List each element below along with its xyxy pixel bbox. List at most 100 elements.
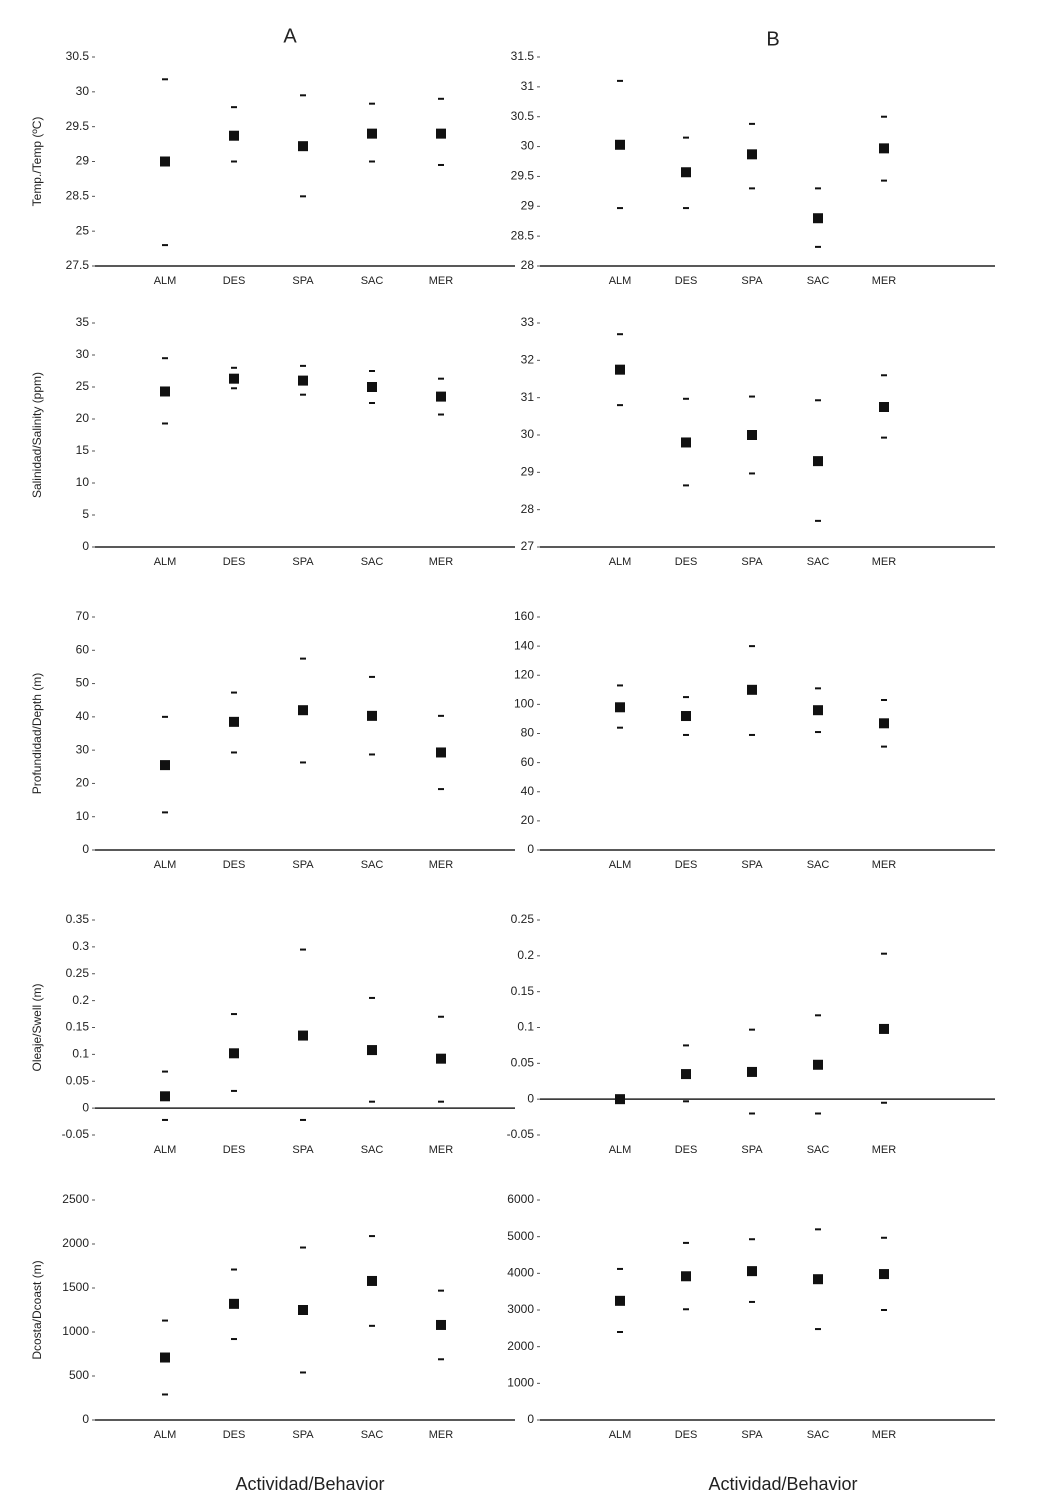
x-tick-label: DES: [223, 1144, 246, 1156]
y-tick-label: 120: [514, 667, 534, 681]
bound-marker: [438, 377, 444, 380]
mean-marker: [160, 1352, 170, 1363]
y-tick-label: 0: [527, 1412, 534, 1426]
x-tick-label: DES: [675, 556, 698, 568]
x-tick-label: SPA: [741, 556, 763, 568]
mean-marker: [298, 375, 308, 386]
mean-marker: [229, 1048, 239, 1059]
y-axis-label: Temp./Temp (ºC): [30, 117, 44, 207]
y-tick-label: 30: [76, 84, 90, 98]
y-tick-label: 0.15: [511, 984, 535, 998]
mean-marker: [367, 128, 377, 139]
bound-marker: [749, 1238, 755, 1241]
bound-marker: [881, 1101, 887, 1104]
mean-marker: [813, 213, 823, 224]
mean-marker: [879, 1269, 889, 1280]
mean-marker: [229, 130, 239, 141]
bound-marker: [881, 179, 887, 182]
bound-marker: [881, 952, 887, 955]
y-tick-label: 0.2: [72, 993, 89, 1007]
y-tick-label: 0: [82, 539, 89, 553]
x-tick-label: DES: [675, 859, 698, 871]
y-tick-label: 25: [76, 379, 90, 393]
bound-marker: [881, 115, 887, 118]
x-tick-label: ALM: [154, 1429, 177, 1441]
x-tick-label: MER: [872, 1429, 897, 1441]
x-tick-label: DES: [223, 1429, 246, 1441]
y-tick-label: 32: [521, 353, 535, 367]
bound-marker: [815, 1328, 821, 1331]
bound-marker: [683, 696, 689, 699]
x-tick-label: DES: [223, 556, 246, 568]
bound-marker: [617, 79, 623, 82]
mean-marker: [813, 1059, 823, 1070]
x-tick-label: SAC: [807, 1429, 830, 1441]
y-tick-label: 1500: [62, 1280, 89, 1294]
bound-marker: [438, 413, 444, 416]
y-tick-label: 100: [514, 697, 534, 711]
bound-marker: [815, 1112, 821, 1115]
mean-marker: [681, 711, 691, 722]
bound-marker: [369, 370, 375, 372]
bound-marker: [815, 1228, 821, 1231]
x-tick-label: SPA: [292, 1429, 314, 1441]
y-tick-label: 0.25: [66, 966, 90, 980]
y-tick-label: 0.05: [66, 1073, 90, 1087]
y-tick-label: 31: [521, 390, 535, 404]
mean-marker: [298, 1305, 308, 1315]
y-tick-label: 15: [76, 443, 90, 457]
x-tick-label: ALM: [154, 275, 177, 287]
bound-marker: [300, 657, 306, 660]
y-tick-label: 0.1: [517, 1020, 534, 1034]
y-tick-label: 30: [521, 139, 535, 153]
bound-marker: [683, 1241, 689, 1244]
mean-marker: [436, 747, 446, 758]
y-tick-label: 2500: [62, 1192, 89, 1206]
bound-marker: [749, 122, 755, 125]
bound-marker: [231, 106, 237, 109]
y-tick-label: 28: [521, 258, 535, 272]
bound-marker: [369, 1324, 375, 1327]
x-tick-label: DES: [223, 859, 246, 871]
mean-marker: [160, 156, 170, 167]
bound-marker: [749, 1300, 755, 1303]
x-tick-label: SPA: [292, 556, 314, 568]
bound-marker: [369, 1235, 375, 1238]
mean-marker: [747, 149, 757, 160]
mean-marker: [747, 430, 757, 440]
bound-marker: [617, 333, 623, 336]
mean-marker: [615, 1094, 625, 1105]
x-tick-label: MER: [872, 556, 897, 568]
y-tick-label: 6000: [507, 1192, 534, 1206]
mean-marker: [436, 128, 446, 139]
y-tick-label: 28: [521, 502, 535, 516]
mean-marker: [367, 1045, 377, 1056]
y-tick-label: 10: [76, 475, 90, 489]
mean-marker: [160, 1091, 170, 1102]
y-tick-label: 0.3: [72, 939, 89, 953]
mean-marker: [615, 702, 625, 713]
y-tick-label: 30.5: [66, 49, 90, 63]
y-tick-label: 30: [76, 347, 90, 361]
x-tick-label: SAC: [361, 556, 384, 568]
bound-marker: [369, 753, 375, 756]
bound-marker: [162, 1393, 168, 1396]
mean-marker: [747, 1266, 757, 1277]
bound-marker: [369, 102, 375, 105]
mean-marker: [681, 1069, 691, 1080]
x-tick-label: SAC: [361, 1429, 384, 1441]
mean-marker: [681, 1271, 691, 1282]
column-title: B: [766, 28, 779, 50]
mean-marker: [367, 382, 377, 392]
y-tick-label: 40: [521, 784, 535, 798]
mean-marker: [298, 705, 308, 716]
bound-marker: [162, 811, 168, 814]
y-tick-label: 29: [76, 154, 90, 168]
mean-marker: [681, 167, 691, 178]
bound-marker: [438, 788, 444, 791]
bound-marker: [617, 1267, 623, 1270]
x-tick-label: SPA: [741, 859, 763, 871]
x-tick-label: MER: [429, 859, 454, 871]
y-tick-label: 0.2: [517, 948, 534, 962]
bound-marker: [162, 357, 168, 360]
